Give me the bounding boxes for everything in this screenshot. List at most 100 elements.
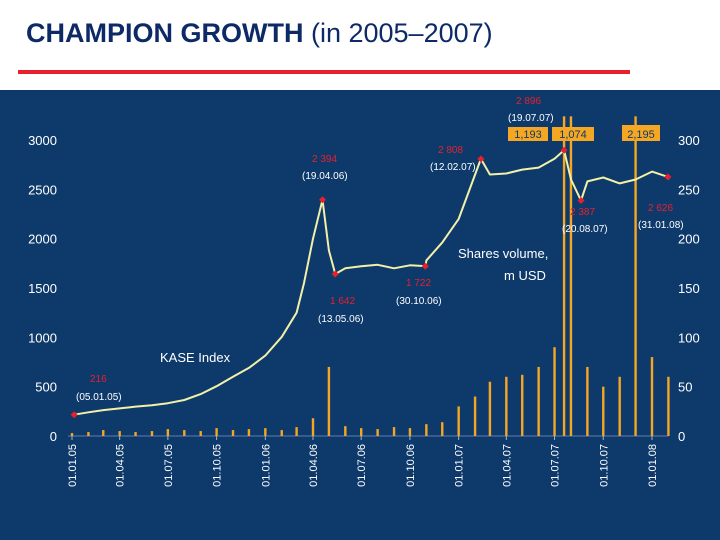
annotation-marker (331, 270, 339, 278)
volume-bar (280, 430, 283, 436)
annotation-marker (70, 411, 78, 419)
x-tick-label: 01.01.08 (647, 444, 659, 487)
y-tick-right-label: 0 (678, 429, 685, 444)
x-tick-label: 01.07.05 (163, 444, 175, 487)
annotation-date: (20.08.07) (562, 224, 608, 235)
kase-index-line (71, 149, 670, 416)
y-tick-left-label: 1500 (28, 281, 57, 296)
x-tick-label: 01.10.07 (598, 444, 610, 487)
annotation-date: (30.10.06) (396, 296, 442, 307)
volume-bar (87, 432, 90, 436)
y-tick-right-label: 150 (678, 281, 700, 296)
volume-callout-box (552, 127, 594, 141)
y-tick-left-label: 2500 (28, 182, 57, 197)
x-tick-label: 01.10.05 (212, 444, 224, 487)
volume-bar (441, 422, 444, 436)
volume-bar (327, 366, 331, 436)
annotation-marker (421, 262, 429, 270)
volume-bar (118, 431, 121, 436)
volume-bar (553, 347, 556, 436)
volume-bar (150, 431, 154, 436)
volume-bar (134, 432, 137, 436)
volume-callout-box (622, 125, 660, 141)
y-tick-left-label: 3000 (28, 133, 57, 148)
volume-bar (457, 406, 460, 436)
volume-bar (231, 430, 235, 436)
volume-bar (425, 424, 428, 436)
volume-bar (295, 427, 298, 436)
volume-bar (537, 366, 540, 436)
x-tick-label: 01.01.07 (454, 444, 466, 487)
annotation-date: (31.01.08) (638, 220, 684, 231)
volume-bar (183, 430, 186, 436)
x-tick-label: 01.01.05 (67, 444, 79, 487)
volume-bar (264, 428, 267, 436)
volume-callout-label: 1,074 (559, 129, 587, 141)
annotation-date: (13.05.06) (318, 314, 364, 325)
volume-bar (215, 428, 218, 436)
annotation-marker (577, 196, 585, 204)
annotation-value: 2 626 (648, 203, 673, 214)
x-tick-label: 01.07.07 (550, 444, 562, 487)
x-tick-label: 01.07.06 (356, 444, 368, 487)
y-tick-left-label: 2000 (28, 232, 57, 247)
volume-bar (634, 116, 637, 436)
x-tick-label: 01.04.06 (308, 444, 320, 487)
volume-bar (199, 431, 202, 436)
y-tick-right-label: 300 (678, 133, 700, 148)
y-tick-right-label: 100 (678, 330, 700, 345)
annotation-value: 1 642 (330, 296, 355, 307)
chart-svg: 0 500 1000 1500 2000 2500 3000 0 50 100 150 200 250 3… (28, 96, 700, 487)
volume-bar (602, 386, 605, 436)
volume-series-unit-label: m USD (504, 268, 546, 283)
volume-bar (311, 418, 315, 436)
x-tick-label: 01.10.06 (405, 444, 417, 487)
volume-bar (102, 430, 105, 436)
slide-title-rest: (in 2005–2007) (303, 18, 493, 48)
annotation-marker (560, 146, 568, 154)
volume-bar (667, 376, 670, 436)
annotation-value: 216 (90, 374, 107, 385)
slide-title-bold: CHAMPION GROWTH (26, 18, 304, 48)
annotation-date: (19.04.06) (302, 171, 348, 182)
y-tick-right-label: 200 (678, 232, 700, 247)
annotation-marker (664, 173, 672, 181)
volume-bar (562, 116, 566, 436)
volume-bar (488, 381, 492, 436)
volume-bar (70, 433, 74, 436)
slide-title: CHAMPION GROWTH (in 2005–2007) (26, 18, 493, 49)
volume-bar (569, 116, 573, 436)
y-tick-left-label: 500 (35, 380, 57, 395)
annotation-value: 2 808 (438, 145, 463, 156)
volume-bar (505, 376, 508, 436)
annotation-value: 1 722 (406, 278, 431, 289)
kase-chart: 0 500 1000 1500 2000 2500 3000 0 50 100 150 200 250 3… (0, 90, 720, 540)
annotation-marker (319, 196, 327, 204)
volume-callout-label: 2,195 (627, 129, 655, 141)
annotation-marker (477, 155, 485, 163)
title-underline (18, 70, 630, 74)
volume-bar (521, 374, 524, 436)
kase-series-label: KASE Index (160, 350, 231, 365)
volume-bar (650, 357, 654, 436)
volume-bar (360, 428, 363, 436)
volume-callout-label: 1,193 (514, 129, 542, 141)
volume-bar (392, 427, 396, 436)
annotation-date: (19.07.07) (508, 113, 554, 124)
volume-bar (473, 396, 477, 436)
y-tick-right-label: 250 (678, 182, 700, 197)
volume-bar (344, 426, 347, 436)
annotation-date: (12.02.07) (430, 162, 476, 173)
volume-bar (166, 429, 170, 436)
volume-bar (618, 376, 621, 436)
y-tick-right-label: 50 (678, 380, 692, 395)
volume-callout-box (508, 127, 548, 141)
x-tick-label: 01.04.07 (501, 444, 513, 487)
y-tick-left-label: 0 (50, 429, 57, 444)
annotation-value: 2 387 (570, 207, 595, 218)
annotation-value: 2 394 (312, 154, 337, 165)
x-tick-label: 01.04.05 (115, 444, 127, 487)
y-tick-left-label: 1000 (28, 330, 57, 345)
annotation-value: 2 896 (516, 96, 541, 107)
annotation-date: (05.01.05) (76, 392, 122, 403)
